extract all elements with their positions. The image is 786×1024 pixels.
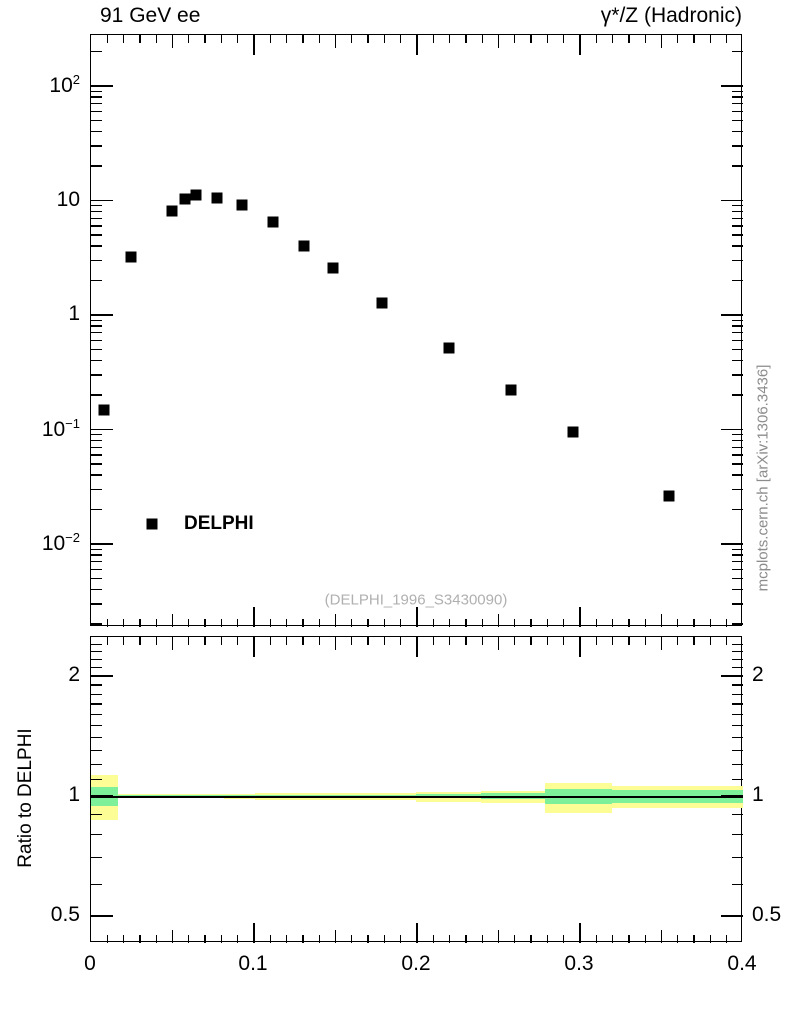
data-point-marker (166, 205, 178, 217)
main-y-tick-label: 10−2 (41, 530, 80, 555)
main-y-tick-label: 102 (49, 72, 80, 97)
data-point-marker (327, 262, 339, 274)
data-point-marker (505, 384, 517, 396)
credit-watermark: mcplots.cern.ch [arXiv:1306.3436] (754, 364, 772, 592)
ratio-plot-panel (90, 636, 743, 943)
ratio-y-tick-label-right: 1 (752, 783, 764, 806)
header-beam-label: 91 GeV ee (100, 4, 201, 27)
ratio-y-tick-label-left: 0.5 (50, 903, 80, 926)
ratio-y-tick-label-right: 2 (752, 663, 764, 686)
ratio-band-inner (416, 793, 482, 799)
x-tick-label: 0.2 (401, 952, 431, 975)
data-point-marker (376, 297, 388, 309)
data-point-marker (663, 490, 675, 502)
main-plot-panel (90, 34, 743, 627)
x-tick-label: 0.3 (564, 952, 594, 975)
ratio-reference-line (91, 796, 743, 798)
x-tick-label: 0 (84, 952, 96, 975)
data-point-marker (125, 251, 137, 263)
data-point-marker (98, 404, 110, 416)
ratio-y-tick-label-right: 0.5 (752, 903, 782, 926)
header-process-label: γ*/Z (Hadronic) (600, 4, 742, 27)
data-point-marker (211, 192, 223, 204)
ratio-band-inner (254, 794, 417, 798)
main-y-tick-label: 10 (56, 187, 80, 211)
data-point-marker (443, 342, 455, 354)
data-point-marker (298, 240, 310, 252)
data-point-marker (567, 426, 579, 438)
x-tick-label: 0.4 (727, 952, 757, 975)
ratio-y-tick-label-left: 1 (68, 783, 80, 806)
legend-label-delphi: DELPHI (184, 513, 254, 534)
data-point-marker (179, 193, 191, 205)
dataset-id-watermark: (DELPHI_1996_S3430090) (324, 591, 508, 609)
legend-marker-delphi (146, 518, 158, 530)
data-point-marker (190, 189, 202, 201)
data-point-marker (267, 216, 279, 228)
ratio-y-axis-title: Ratio to DELPHI (15, 728, 36, 868)
ratio-band-inner (223, 794, 255, 798)
ratio-band-inner (117, 795, 224, 797)
main-y-tick-label: 1 (68, 302, 80, 325)
data-point-marker (236, 199, 248, 211)
x-tick-label: 0.1 (238, 952, 268, 975)
ratio-y-tick-label-left: 2 (68, 663, 80, 686)
main-y-tick-label: 10−1 (41, 415, 80, 441)
